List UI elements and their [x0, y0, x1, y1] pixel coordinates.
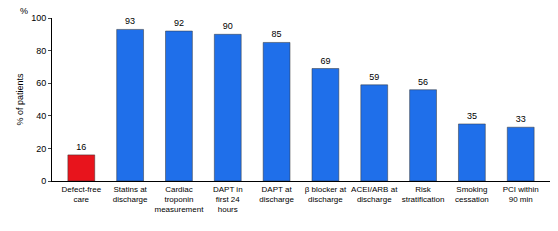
- svg-text:59: 59: [369, 72, 379, 82]
- svg-text:92: 92: [174, 18, 184, 28]
- svg-text:35: 35: [467, 111, 477, 121]
- svg-text:β blocker atdischarge: β blocker atdischarge: [305, 185, 347, 204]
- svg-text:90: 90: [223, 21, 233, 31]
- svg-text:85: 85: [272, 29, 282, 39]
- svg-text:DAPT atdischarge: DAPT atdischarge: [259, 185, 294, 204]
- svg-text:Defect-freecare: Defect-freecare: [62, 185, 102, 204]
- svg-text:20: 20: [36, 144, 46, 154]
- svg-text:33: 33: [516, 114, 526, 124]
- svg-text:56: 56: [418, 77, 428, 87]
- svg-text:Riskstratification: Riskstratification: [402, 185, 445, 204]
- svg-text:69: 69: [320, 56, 330, 66]
- svg-text:100: 100: [31, 13, 46, 23]
- svg-text:%: %: [20, 6, 28, 16]
- svg-text:40: 40: [36, 111, 46, 121]
- svg-text:0: 0: [41, 176, 46, 186]
- svg-text:93: 93: [125, 16, 135, 26]
- svg-text:80: 80: [36, 46, 46, 56]
- svg-text:PCI within90 min: PCI within90 min: [503, 185, 539, 204]
- svg-text:Statins atdischarge: Statins atdischarge: [113, 185, 148, 204]
- svg-text:Cardiactroponinmeasurement: Cardiactroponinmeasurement: [154, 185, 204, 215]
- svg-text:16: 16: [76, 142, 86, 152]
- svg-text:Smokingcessation: Smokingcessation: [455, 185, 489, 204]
- svg-text:% of patients: % of patients: [15, 73, 25, 126]
- svg-text:DAPT infirst 24hours: DAPT infirst 24hours: [213, 185, 243, 215]
- svg-text:ACEI/ARB atdischarge: ACEI/ARB atdischarge: [351, 185, 398, 204]
- svg-text:60: 60: [36, 78, 46, 88]
